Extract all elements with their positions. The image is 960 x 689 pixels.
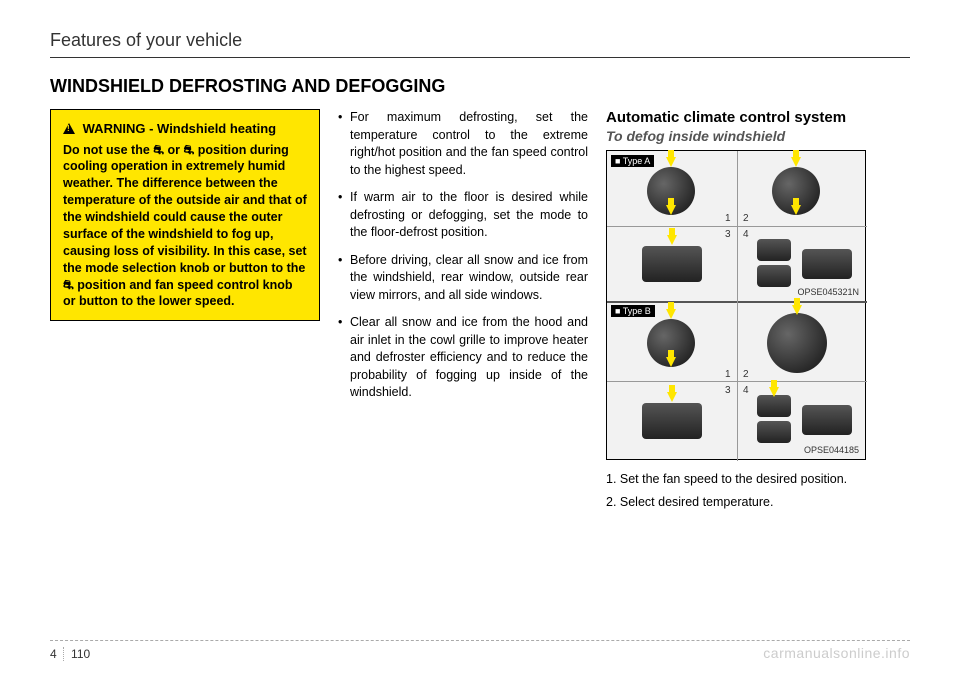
step-item: 2. Select desired temperature. (606, 493, 910, 512)
diagram-code: OPSE045321N (797, 287, 859, 297)
arrow-down-icon (666, 157, 676, 167)
content-columns: WARNING - Windshield heating Do not use … (50, 109, 910, 516)
column-bullets: For maximum defrosting, set the temperat… (338, 109, 588, 516)
arrow-down-icon (791, 157, 801, 167)
heat-button-icon (757, 239, 791, 261)
panel-number: 3 (725, 385, 731, 396)
auto-dial-icon (767, 313, 827, 373)
panel-number: 1 (725, 213, 731, 224)
steps-list: 1. Set the fan speed to the desired posi… (606, 470, 910, 512)
diagram-code: OPSE044185 (804, 445, 859, 455)
panel-number: 1 (725, 369, 731, 380)
page-number: 110 (71, 647, 90, 661)
column-warning: WARNING - Windshield heating Do not use … (50, 109, 320, 516)
climate-heading: Automatic climate control system (606, 109, 910, 126)
recirc-button-icon (802, 249, 852, 279)
ac-button-icon (757, 421, 791, 443)
heat-button-icon (757, 395, 791, 417)
panel-number: 4 (743, 385, 749, 396)
column-climate: Automatic climate control system To defo… (606, 109, 910, 516)
climate-subheading: To defog inside windshield (606, 128, 910, 144)
section-title: WINDSHIELD DEFROSTING AND DEFOGGING (50, 76, 910, 97)
manual-page: Features of your vehicle WINDSHIELD DEFR… (0, 0, 960, 689)
bullet-item: If warm air to the floor is desired whil… (338, 189, 588, 242)
arrow-down-icon (666, 205, 676, 215)
type-b-label: ■ Type B (611, 305, 655, 317)
step-item: 1. Set the fan speed to the desired posi… (606, 470, 910, 489)
arrow-down-icon (792, 305, 802, 315)
divider-icon (607, 226, 867, 227)
warning-triangle-icon (63, 123, 75, 134)
arrow-down-icon (667, 235, 677, 245)
bullet-item: Before driving, clear all snow and ice f… (338, 252, 588, 305)
warning-title-row: WARNING - Windshield heating (63, 120, 307, 138)
arrow-down-icon (667, 392, 677, 402)
arrow-down-icon (666, 309, 676, 319)
bullet-item: For maximum defrosting, set the temperat… (338, 109, 588, 179)
panel-number: 2 (743, 213, 749, 224)
climate-diagram: ■ Type A 1 2 3 4 (606, 150, 866, 460)
front-defrost-button-icon (642, 246, 702, 282)
panel-number: 4 (743, 229, 749, 240)
warning-body: Do not use the ⛐ or ⛐ position during co… (63, 142, 307, 311)
divider-icon (607, 381, 867, 382)
arrow-down-icon (791, 205, 801, 215)
chapter-number: 4 (50, 647, 64, 661)
panel-number: 2 (743, 369, 749, 380)
warning-box: WARNING - Windshield heating Do not use … (50, 109, 320, 321)
ac-button-icon (757, 265, 791, 287)
bullet-item: Clear all snow and ice from the hood and… (338, 314, 588, 402)
bullet-list: For maximum defrosting, set the temperat… (338, 109, 588, 402)
type-a-label: ■ Type A (611, 155, 654, 167)
recirc-button-icon (802, 405, 852, 435)
warning-title: WARNING (83, 121, 146, 136)
watermark: carmanualsonline.info (763, 645, 910, 661)
warning-subtitle: - Windshield heating (149, 121, 276, 136)
arrow-down-icon (666, 357, 676, 367)
page-header: Features of your vehicle (50, 30, 910, 58)
arrow-down-icon (769, 387, 779, 397)
front-defrost-button-icon (642, 403, 702, 439)
panel-number: 3 (725, 229, 731, 240)
